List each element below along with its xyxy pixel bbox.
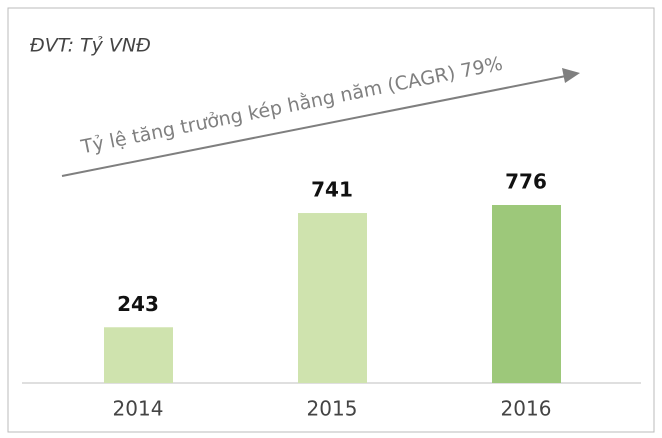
value-label: 741	[311, 178, 353, 202]
x-tick-label: 2014	[113, 397, 164, 421]
arrow-line	[61, 75, 567, 177]
value-label: 243	[117, 292, 159, 316]
bar	[492, 205, 561, 383]
bar	[104, 327, 173, 383]
value-label: 776	[505, 170, 547, 194]
unit-label: ĐVT: Tỷ VNĐ	[30, 35, 151, 57]
x-tick-label: 2016	[501, 397, 552, 421]
bar	[298, 213, 367, 383]
x-tick-label: 2015	[307, 397, 358, 421]
arrow-head	[562, 68, 580, 83]
